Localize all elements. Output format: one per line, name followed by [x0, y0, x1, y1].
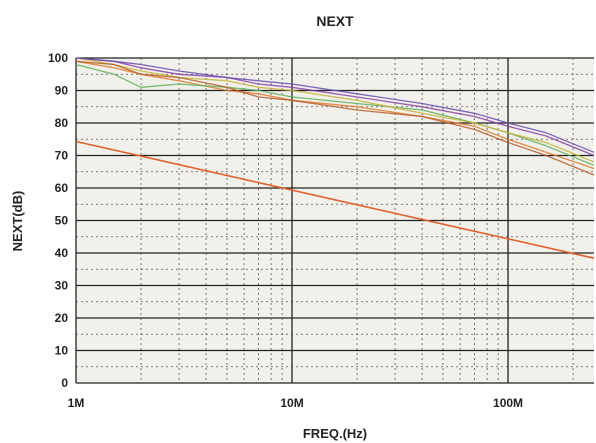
- tick-labels: 0 10 20 30 40 50 60 70 80 90 100 1M 10M 100M: [48, 51, 523, 410]
- y-tick-label: 40: [55, 246, 69, 260]
- measured-series-2: [75, 57, 595, 157]
- y-axis-title: NEXT(dB): [10, 191, 25, 252]
- y-tick-label: 0: [61, 376, 68, 390]
- measured-series-4: [75, 57, 595, 163]
- y-tick-label: 80: [55, 116, 69, 130]
- x-axis-title: FREQ.(Hz): [303, 426, 367, 441]
- limit-line: [75, 140, 595, 259]
- y-tick-label: 100: [48, 51, 68, 65]
- data-series: [75, 57, 595, 259]
- y-tick-label: 20: [55, 311, 69, 325]
- y-tick-label: 30: [55, 279, 69, 293]
- grid-lines: [75, 57, 594, 384]
- y-tick-label: 70: [55, 149, 69, 163]
- x-tick-label: 1M: [68, 396, 85, 410]
- chart-title: NEXT: [316, 13, 354, 29]
- y-tick-label: 10: [55, 344, 69, 358]
- y-tick-label: 60: [55, 181, 69, 195]
- measured-series-6: [75, 57, 595, 153]
- measured-series-5: [75, 60, 595, 176]
- x-tick-label: 10M: [280, 396, 303, 410]
- y-tick-label: 50: [55, 214, 69, 228]
- y-tick-label: 90: [55, 84, 69, 98]
- x-tick-label: 100M: [493, 396, 523, 410]
